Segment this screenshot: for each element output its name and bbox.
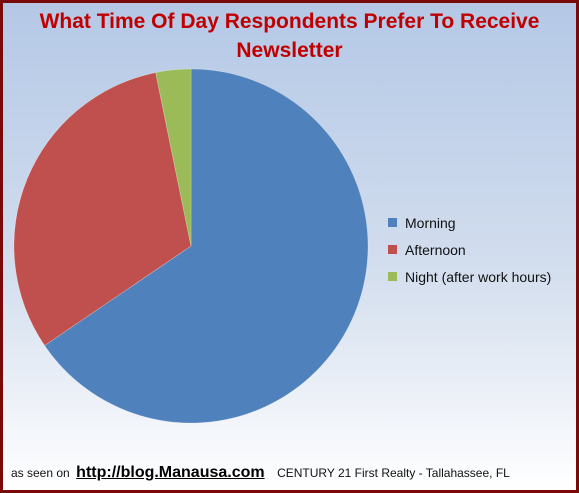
footer-link[interactable]: http://blog.Manausa.com bbox=[76, 464, 265, 481]
legend-label-morning: Morning bbox=[405, 214, 456, 231]
footer: as seen on http://blog.Manausa.com CENTU… bbox=[11, 464, 571, 482]
legend-label-night: Night (after work hours) bbox=[405, 268, 552, 285]
legend-label-afternoon: Afternoon bbox=[405, 241, 466, 258]
legend-swatch-night bbox=[388, 272, 397, 281]
footer-company: CENTURY 21 First Realty - Tallahassee, F… bbox=[277, 466, 510, 480]
chart-title-line-1: What Time Of Day Respondents Prefer To R… bbox=[39, 10, 540, 33]
chart-legend: Morning Afternoon Night (after work hour… bbox=[388, 209, 551, 290]
footer-prefix: as seen on bbox=[11, 466, 70, 480]
pie-chart bbox=[13, 68, 369, 424]
pie-slice-morning bbox=[44, 68, 369, 424]
legend-swatch-morning bbox=[388, 218, 397, 227]
legend-item-night: Night (after work hours) bbox=[388, 263, 551, 290]
pie-slice-afternoon bbox=[13, 72, 192, 346]
legend-item-morning: Morning bbox=[388, 209, 551, 236]
legend-swatch-afternoon bbox=[388, 245, 397, 254]
legend-item-afternoon: Afternoon bbox=[388, 236, 551, 263]
chart-title: What Time Of Day Respondents Prefer To R… bbox=[3, 7, 576, 65]
chart-title-line-2: Newsletter bbox=[236, 39, 343, 62]
pie-slice-night bbox=[155, 68, 192, 247]
